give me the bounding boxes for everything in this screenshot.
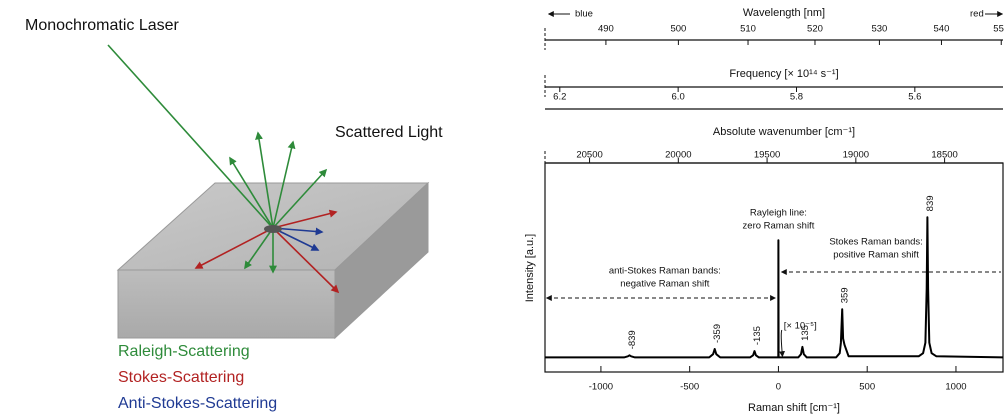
top-axis-title: Absolute wavenumber [cm⁻¹] <box>713 126 855 138</box>
peak-label: 359 <box>840 287 851 303</box>
laser-label: Monochromatic Laser <box>25 17 180 34</box>
top-tick-label: 20000 <box>665 150 691 161</box>
spectrum-line <box>545 217 1003 357</box>
scale-note-arrow <box>781 330 782 356</box>
top-tick-label: 6.2 <box>553 92 566 103</box>
rayleigh-note: Rayleigh line: <box>750 208 807 219</box>
x-tick-label: 0 <box>776 382 781 393</box>
peak-label: -839 <box>627 330 638 349</box>
top-tick-label: 500 <box>670 24 686 35</box>
top-tick-label: 5.6 <box>908 92 921 103</box>
right-note: red <box>970 9 984 20</box>
top-tick-label: 19500 <box>754 150 780 161</box>
x-tick-label: 500 <box>859 382 875 393</box>
top-tick-label: 520 <box>807 24 823 35</box>
x-tick-label: -500 <box>680 382 699 393</box>
y-axis-label: Intensity [a.u.] <box>524 234 536 302</box>
peak-label: -359 <box>712 324 723 343</box>
rayleigh-note: zero Raman shift <box>743 221 815 232</box>
stokes-note: positive Raman shift <box>833 250 919 261</box>
figure: Monochromatic Laser Scattered Light Rale… <box>0 0 1004 418</box>
top-tick-label: 5.8 <box>790 92 803 103</box>
stokes-note: Stokes Raman bands: <box>829 237 922 248</box>
laser-beam <box>108 45 270 225</box>
laser-spot <box>264 225 282 233</box>
scattered-label: Scattered Light <box>335 124 443 141</box>
top-tick-label: 510 <box>740 24 756 35</box>
top-tick-label: 540 <box>934 24 950 35</box>
legend-entry: Stokes-Scattering <box>118 369 244 386</box>
anti-stokes-note: negative Raman shift <box>620 279 710 290</box>
left-note: blue <box>575 9 593 20</box>
anti-stokes-note: anti-Stokes Raman bands: <box>609 266 721 277</box>
x-axis-label: Raman shift [cm⁻¹] <box>748 402 840 414</box>
top-tick-label: 530 <box>871 24 887 35</box>
diagram: Monochromatic Laser Scattered Light <box>25 17 443 338</box>
legend-entry: Anti-Stokes-Scattering <box>118 395 277 412</box>
scale-note: [× 10⁻⁵] <box>784 321 817 332</box>
top-tick-label: 18500 <box>931 150 957 161</box>
top-tick-label: 19000 <box>843 150 869 161</box>
x-tick-label: 1000 <box>945 382 966 393</box>
block-front <box>118 270 335 338</box>
top-tick-label: 550 <box>993 24 1004 35</box>
x-tick-label: -1000 <box>589 382 613 393</box>
peak-label: -135 <box>752 326 763 345</box>
peak-label: 839 <box>925 195 936 211</box>
top-tick-label: 490 <box>598 24 614 35</box>
top-axis-title: Frequency [× 10¹⁴ s⁻¹] <box>729 68 838 80</box>
top-tick-label: 20500 <box>576 150 602 161</box>
legend-entry: Raleigh-Scattering <box>118 343 250 360</box>
top-axis-title: Wavelength [nm] <box>743 7 825 19</box>
top-tick-label: 6.0 <box>672 92 685 103</box>
